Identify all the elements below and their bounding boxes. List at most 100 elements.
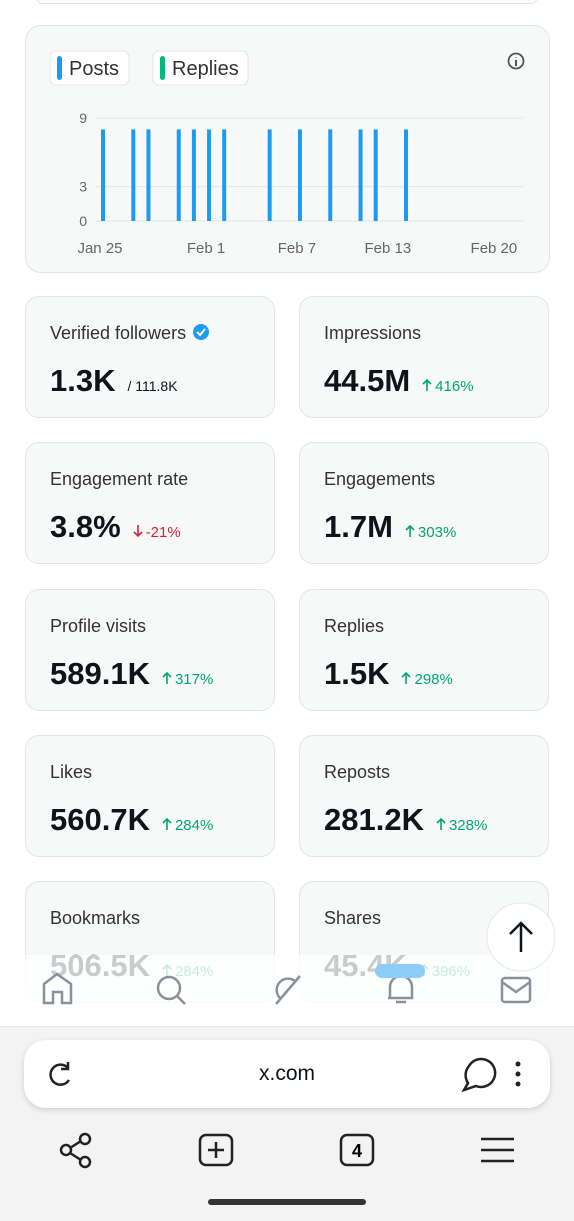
x-tick-label: Feb 13	[364, 240, 411, 257]
change-value: 328%	[448, 816, 488, 834]
stat-label: Reposts	[324, 761, 391, 782]
bar	[207, 129, 212, 221]
stat-card[interactable]: Engagement rate 3.8% -21%	[25, 442, 275, 565]
bar	[297, 129, 302, 221]
change-arrow	[436, 817, 449, 834]
stat-change: 328%	[436, 817, 487, 834]
reload-icon[interactable]	[49, 1062, 71, 1086]
info-circle	[507, 52, 525, 70]
bar	[267, 129, 272, 221]
bar	[358, 129, 363, 221]
toolbar: 4	[59, 1132, 514, 1205]
stat-number: 3.8%	[50, 509, 121, 545]
stat-number: 1.7M	[324, 509, 393, 545]
stat-label: Shares	[324, 908, 382, 929]
change-arrow	[405, 524, 418, 541]
stat-value: 1.5K 298%	[324, 656, 453, 692]
stat-card[interactable]: Verified followers 1.3K / 111.8K	[25, 296, 275, 418]
stat-label: Likes	[50, 761, 93, 782]
change-value: 298%	[414, 670, 453, 688]
stat-value: 281.2K 328%	[324, 802, 487, 838]
scroll-top[interactable]	[486, 902, 558, 974]
top-card-edge	[36, 0, 538, 4]
notif-icon[interactable]	[388, 974, 414, 1004]
badge	[375, 964, 425, 978]
stat-label: Verified followers	[50, 323, 210, 344]
tabs-icon[interactable]	[339, 1133, 375, 1167]
search-icon[interactable]	[156, 975, 182, 1001]
stat-number: 281.2K	[324, 801, 424, 837]
stat-label: Bookmarks	[50, 908, 141, 929]
stat-total: / 111.8K	[127, 378, 178, 394]
change-arrow	[162, 817, 175, 834]
legend-label: Posts	[69, 58, 119, 80]
bar	[222, 129, 227, 221]
change-value: 284%	[174, 816, 214, 834]
stat-number: 1.3K	[50, 363, 116, 398]
chart-card: Posts Replies 0 3 9 Jan 25 Feb 1 Feb 7 Feb 13 Feb…	[25, 25, 550, 273]
y-tick-label: 3	[79, 179, 87, 195]
legend-swatch	[57, 56, 62, 80]
change-value: -21%	[145, 524, 181, 542]
tab-count: 4	[352, 1141, 362, 1161]
bar	[404, 129, 408, 221]
bar	[131, 129, 136, 221]
legend-swatch	[160, 56, 165, 80]
assistant-icon[interactable]	[461, 1057, 497, 1093]
stat-label: Replies	[324, 615, 385, 636]
stat-value: 3.8% -21%	[50, 509, 181, 545]
home-indicator	[208, 1199, 366, 1205]
stat-value: 589.1K 317%	[50, 656, 213, 692]
url: x.com	[258, 1062, 315, 1085]
x-tick-label: Feb 7	[278, 240, 316, 257]
stat-number: 560.7K	[50, 801, 150, 837]
change-arrow	[162, 671, 175, 688]
y-tick-label: 0	[79, 213, 87, 229]
stat-card[interactable]: Engagements 1.7M 303%	[299, 442, 549, 565]
bar	[328, 129, 333, 221]
change-arrow	[401, 671, 414, 688]
url-icons	[49, 1057, 521, 1093]
bar	[146, 129, 151, 221]
legend-label: Replies	[172, 58, 239, 80]
stat-value: 1.7M 303%	[324, 509, 456, 545]
stat-label: Engagements	[324, 469, 436, 490]
legend-box	[152, 50, 249, 86]
bar	[101, 129, 105, 221]
menu-icon[interactable]	[481, 1137, 514, 1163]
stat-number: 589.1K	[50, 655, 150, 691]
stat-value: 44.5M 416%	[324, 363, 474, 399]
new-tab-icon[interactable]	[198, 1133, 234, 1167]
url-pill[interactable]: x.com	[24, 1040, 550, 1108]
change-value: 303%	[417, 524, 457, 542]
stat-change: 303%	[405, 524, 456, 541]
home-icon[interactable]	[42, 972, 73, 1005]
legend-box	[49, 50, 130, 86]
x-tick-label: Jan 25	[77, 240, 122, 257]
bar	[191, 129, 196, 221]
stat-change: 317%	[162, 671, 213, 688]
grok-icon[interactable]	[275, 975, 301, 1005]
x-tick-label: Feb 20	[471, 240, 518, 257]
mail-icon[interactable]	[500, 976, 532, 1004]
stat-change: 416%	[422, 378, 474, 395]
stat-card[interactable]: Reposts 281.2K 328%	[299, 734, 549, 857]
chart: Posts Replies 0 3 9 Jan 25 Feb 1 Feb 7 Feb 13 Feb…	[49, 50, 525, 257]
change-arrow	[133, 524, 146, 541]
bar	[373, 129, 378, 221]
x-tick-label: Feb 1	[187, 240, 225, 257]
y-tick-label: 9	[79, 110, 87, 126]
stat-number: 44.5M	[324, 363, 411, 398]
stat-card[interactable]: Profile visits 589.1K 317%	[25, 588, 275, 711]
stat-label: Impressions	[324, 323, 422, 343]
stat-card[interactable]: Likes 560.7K 284%	[25, 734, 275, 857]
verified-badge	[186, 323, 210, 343]
stat-number: 1.5K	[324, 655, 390, 691]
stat-value: 560.7K 284%	[50, 802, 213, 838]
share-icon[interactable]	[69, 1139, 82, 1162]
info-icon	[507, 52, 525, 70]
stat-change: -21%	[133, 524, 181, 541]
stat-card[interactable]: Replies 1.5K 298%	[299, 588, 549, 711]
stat-card[interactable]: Impressions 44.5M 416%	[299, 296, 549, 418]
